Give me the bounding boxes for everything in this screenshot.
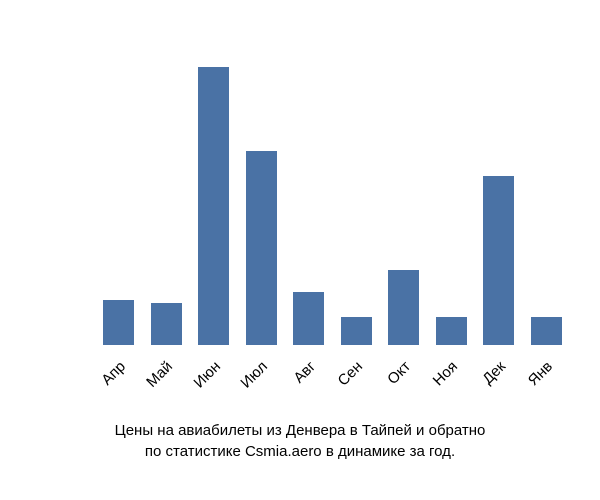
bar xyxy=(103,300,134,345)
caption-line-1: Цены на авиабилеты из Денвера в Тайпей и… xyxy=(0,420,600,441)
bar xyxy=(246,151,277,345)
bar xyxy=(341,317,372,345)
bar xyxy=(388,270,419,345)
chart-plot-area xyxy=(95,15,570,345)
x-tick-label: Авг xyxy=(290,358,319,387)
x-tick-label: Дек xyxy=(479,358,509,388)
bar xyxy=(436,317,467,345)
bar xyxy=(151,303,182,345)
x-tick-label: Июн xyxy=(190,358,223,391)
x-tick-label: Июл xyxy=(238,358,272,392)
x-axis-labels: Апр Май Июн Июл Авг Сен Окт Ноя Дек Янв xyxy=(95,350,570,410)
x-tick-label: Май xyxy=(143,358,176,391)
bar xyxy=(483,176,514,345)
x-tick-label: Окт xyxy=(384,358,414,388)
caption-line-2: по статистике Csmia.aero в динамике за г… xyxy=(0,441,600,462)
x-tick-label: Янв xyxy=(525,358,556,389)
x-tick-label: Сен xyxy=(335,358,366,389)
x-tick-label: Ноя xyxy=(430,358,461,389)
bar xyxy=(293,292,324,345)
bar xyxy=(531,317,562,345)
chart-caption: Цены на авиабилеты из Денвера в Тайпей и… xyxy=(0,420,600,462)
bar xyxy=(198,67,229,345)
x-tick-label: Апр xyxy=(98,358,129,389)
